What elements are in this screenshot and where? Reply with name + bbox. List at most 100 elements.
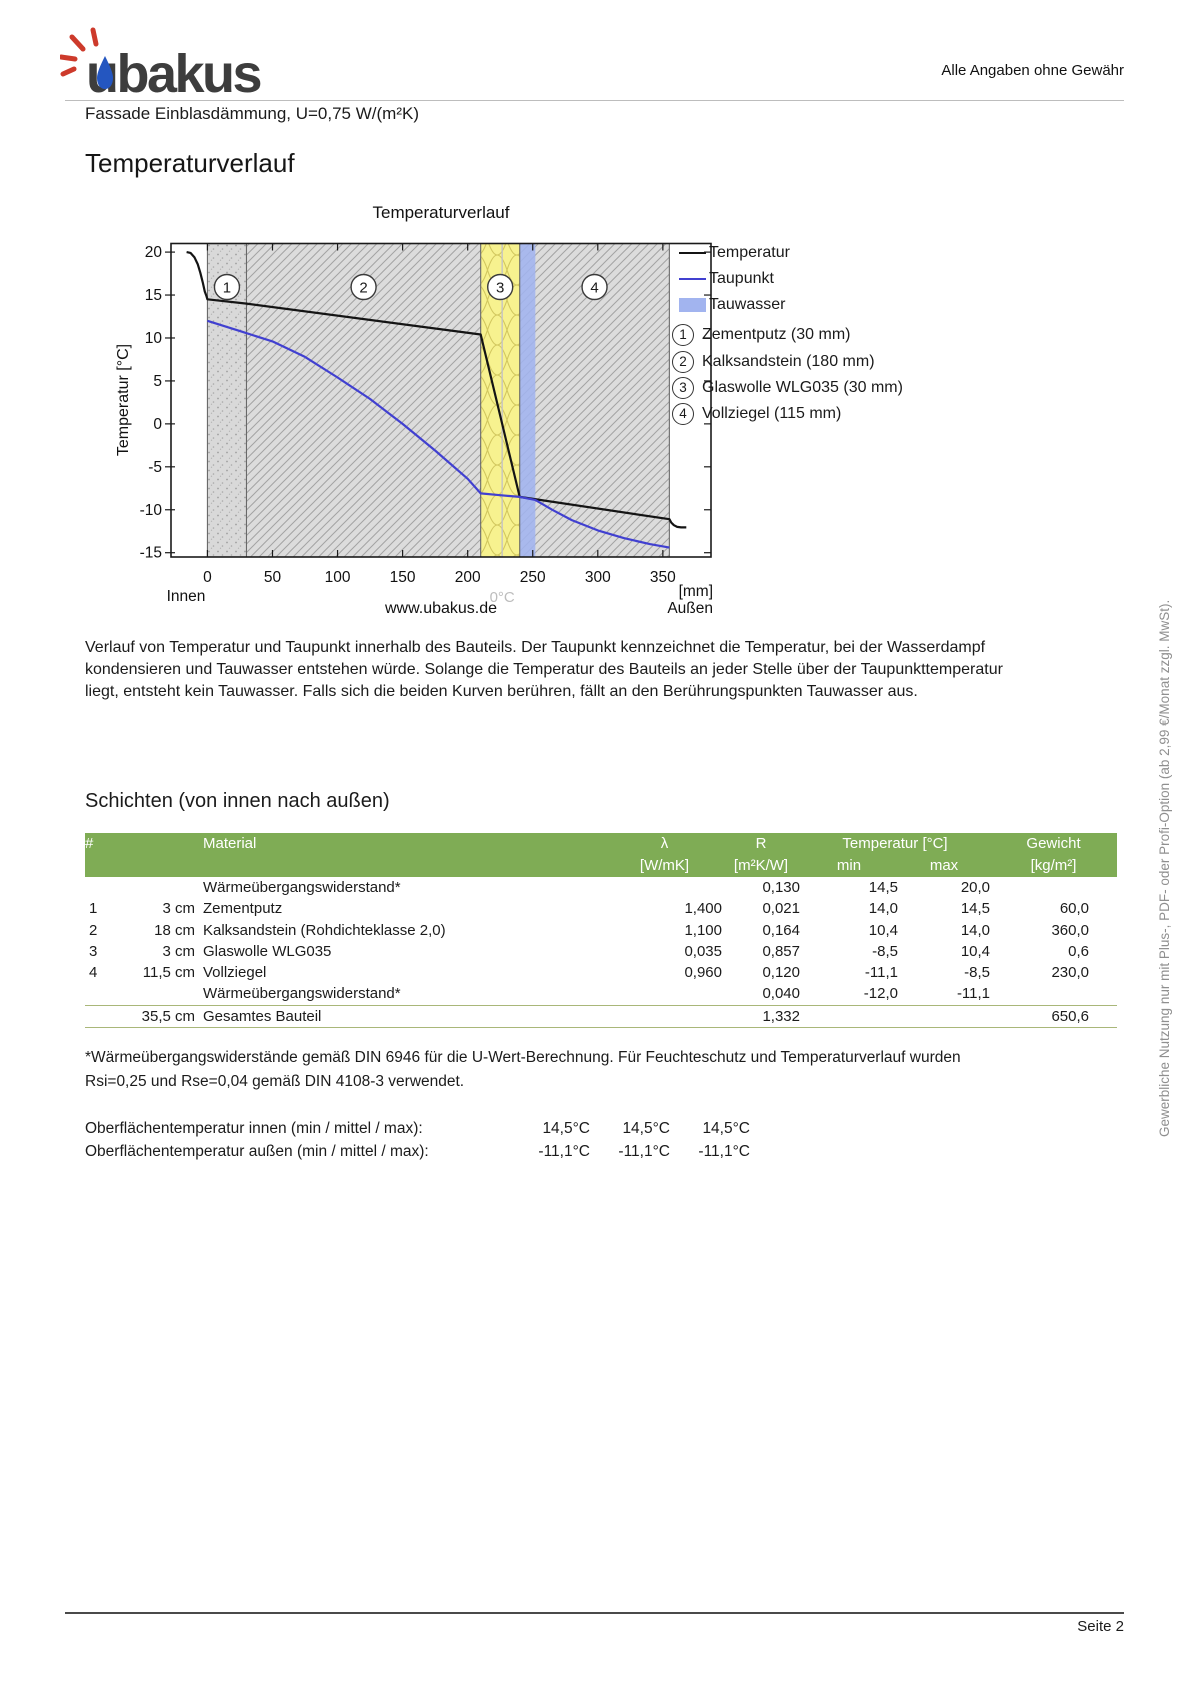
- surface-temp-value: 14,5°C: [622, 1120, 670, 1138]
- legend-swatch-temperatur: [679, 252, 706, 254]
- legend-item: Temperatur: [679, 240, 790, 266]
- cell-max: 20,0: [960, 879, 991, 896]
- surface-temp-label: Oberflächentemperatur außen (min / mitte…: [85, 1142, 429, 1160]
- sunburst-icon: [60, 27, 99, 77]
- y-tick-label: -5: [148, 459, 162, 476]
- cell-r: 0,164: [762, 921, 800, 939]
- cell-material: Glaswolle WLG035: [203, 942, 332, 960]
- tauwasser-band: [519, 243, 536, 557]
- legend-item: Taupunkt: [679, 266, 790, 292]
- material-legend-label: Zementputz (30 mm): [702, 326, 851, 344]
- col-temp-max: max: [898, 855, 991, 877]
- cell-weight: 360,0: [1051, 921, 1090, 939]
- cell-lambda: 1,400: [684, 900, 722, 918]
- layer-marker-circle-2: [350, 273, 377, 301]
- cell-num: 4: [89, 964, 98, 982]
- cell-thick: [115, 983, 203, 1005]
- col-r-unit: [m²K/W]: [722, 855, 800, 877]
- x-tick-label: 300: [585, 569, 611, 586]
- table-row: Wärmeübergangswiderstand* 0,040 -12,0 -11,1: [85, 983, 1117, 1005]
- table-row: 4 11,5 cm Vollziegel 0,960 0,120 -11,1 -8,5 230…: [85, 962, 1117, 983]
- cell-r: 0,120: [762, 964, 800, 982]
- legend-swatch-tauwasser: [679, 298, 706, 312]
- surface-temp-label: Oberflächentemperatur innen (min / mitte…: [85, 1120, 423, 1138]
- layers-table: # Material λ R Temperatur [°C] Gewicht […: [85, 833, 1118, 1029]
- footer-divider: [65, 1612, 1124, 1614]
- chart-legend: Temperatur Taupunkt Tauwasser: [679, 240, 790, 318]
- cell-min: -11,1: [864, 964, 898, 982]
- disclaimer-text: Alle Angaben ohne Gewähr: [941, 62, 1124, 79]
- material-legend-label: Glaswolle WLG035 (30 mm): [702, 378, 903, 396]
- cell-material: Vollziegel: [203, 964, 267, 982]
- cell-max: 14,5: [960, 900, 991, 918]
- table-row: Wärmeübergangswiderstand* 0,130 14,5 20,0: [85, 877, 1117, 898]
- cell-r: 0,021: [762, 900, 800, 918]
- surface-temp-value: -11,1°C: [538, 1142, 590, 1160]
- temperature-profile-chart: 0°C1 2 3 40 50 100 150 200 250 300 35020151050-5-1…: [115, 203, 713, 617]
- legend-label: Taupunkt: [709, 270, 774, 287]
- zero-degree-label: 0°C: [490, 589, 515, 606]
- cell-r: 0,040: [762, 985, 800, 1003]
- series-taupunkt: [207, 319, 670, 549]
- cell-r: 1,332: [722, 1004, 800, 1029]
- cell-material: Gesamtes Bauteil: [203, 1004, 607, 1029]
- y-tick-label: 0: [153, 416, 162, 433]
- cell-max: -11,1: [956, 985, 991, 1003]
- cell-num: [85, 877, 115, 898]
- cell-max: 10,4: [960, 942, 991, 960]
- layer-number-icon: 2: [672, 350, 694, 373]
- cell-material: Kalksandstein (Rohdichteklasse 2,0): [203, 921, 446, 939]
- ubakus-logo: ubakus: [60, 27, 263, 102]
- cell-max: [898, 1004, 991, 1029]
- cell-lambda: 0,035: [684, 942, 722, 960]
- layer-material-legend: 1 Zementputz (30 mm) 2 Kalksandstein (180 m…: [672, 322, 903, 428]
- x-tick-label: 350: [650, 569, 676, 586]
- col-temp-min: min: [800, 855, 898, 877]
- layer-marker-number: 4: [590, 280, 598, 297]
- cell-lambda: 1,100: [684, 921, 722, 939]
- table-row: 3 3 cm Glaswolle WLG035 0,035 0,857 -8,5 10,4 0…: [85, 941, 1117, 962]
- cell-weight: 0,6: [1068, 942, 1090, 960]
- surface-temp-value: -11,1°C: [618, 1142, 670, 1160]
- cell-min: 10,4: [868, 921, 898, 939]
- table-header: # Material λ R Temperatur [°C] Gewicht […: [85, 833, 1118, 877]
- x-tick-label: 250: [520, 569, 546, 586]
- outside-label: Außen: [667, 600, 713, 617]
- cell-min: -8,5: [872, 942, 898, 960]
- cell-material: Wärmeübergangswiderstand*: [203, 879, 401, 896]
- surface-temp-row: Oberflächentemperatur außen (min / mitte…: [85, 1141, 750, 1164]
- surface-temp-value: 14,5°C: [702, 1120, 750, 1138]
- cell-min: [800, 1004, 898, 1029]
- cell-num: 2: [89, 921, 98, 939]
- cell-material: Zementputz: [203, 900, 283, 918]
- x-tick-label: 200: [455, 569, 481, 586]
- y-tick-label: -10: [140, 502, 163, 519]
- x-tick-label: 50: [264, 569, 282, 586]
- cell-weight: 650,6: [990, 1004, 1118, 1029]
- layer-number-icon: 3: [672, 376, 694, 399]
- surface-temp-row: Oberflächentemperatur innen (min / mitte…: [85, 1118, 750, 1141]
- brand-wordmark: ubakus: [86, 44, 261, 102]
- cell-max: 14,0: [960, 921, 991, 939]
- legend-label: Tauwasser: [709, 296, 786, 313]
- chart-description: Verlauf von Temperatur und Taupunkt inne…: [85, 639, 1003, 700]
- legend-label: Temperatur: [709, 244, 790, 261]
- col-weight-unit: [kg/m²]: [990, 855, 1118, 877]
- x-tick-label: 100: [325, 569, 351, 586]
- cell-num: 1: [89, 900, 98, 918]
- y-tick-label: 15: [145, 287, 162, 304]
- x-axis-unit-label: [mm]: [679, 583, 713, 600]
- page-number: Seite 2: [1077, 1618, 1124, 1635]
- cell-r: 0,130: [762, 879, 800, 896]
- cell-num: [85, 983, 115, 1005]
- cell-material: Wärmeübergangswiderstand*: [203, 985, 401, 1003]
- surface-temp-value: 14,5°C: [542, 1120, 590, 1138]
- legend-swatch-taupunkt: [679, 278, 706, 280]
- cell-lambda: [607, 1004, 722, 1029]
- material-legend-label: Kalksandstein (180 mm): [702, 352, 875, 370]
- layer-marker-circle-1: [213, 273, 241, 301]
- cell-lambda: [607, 983, 722, 1005]
- layer-marker-number: 2: [359, 280, 367, 297]
- cell-thick: 35,5 cm: [115, 1004, 203, 1029]
